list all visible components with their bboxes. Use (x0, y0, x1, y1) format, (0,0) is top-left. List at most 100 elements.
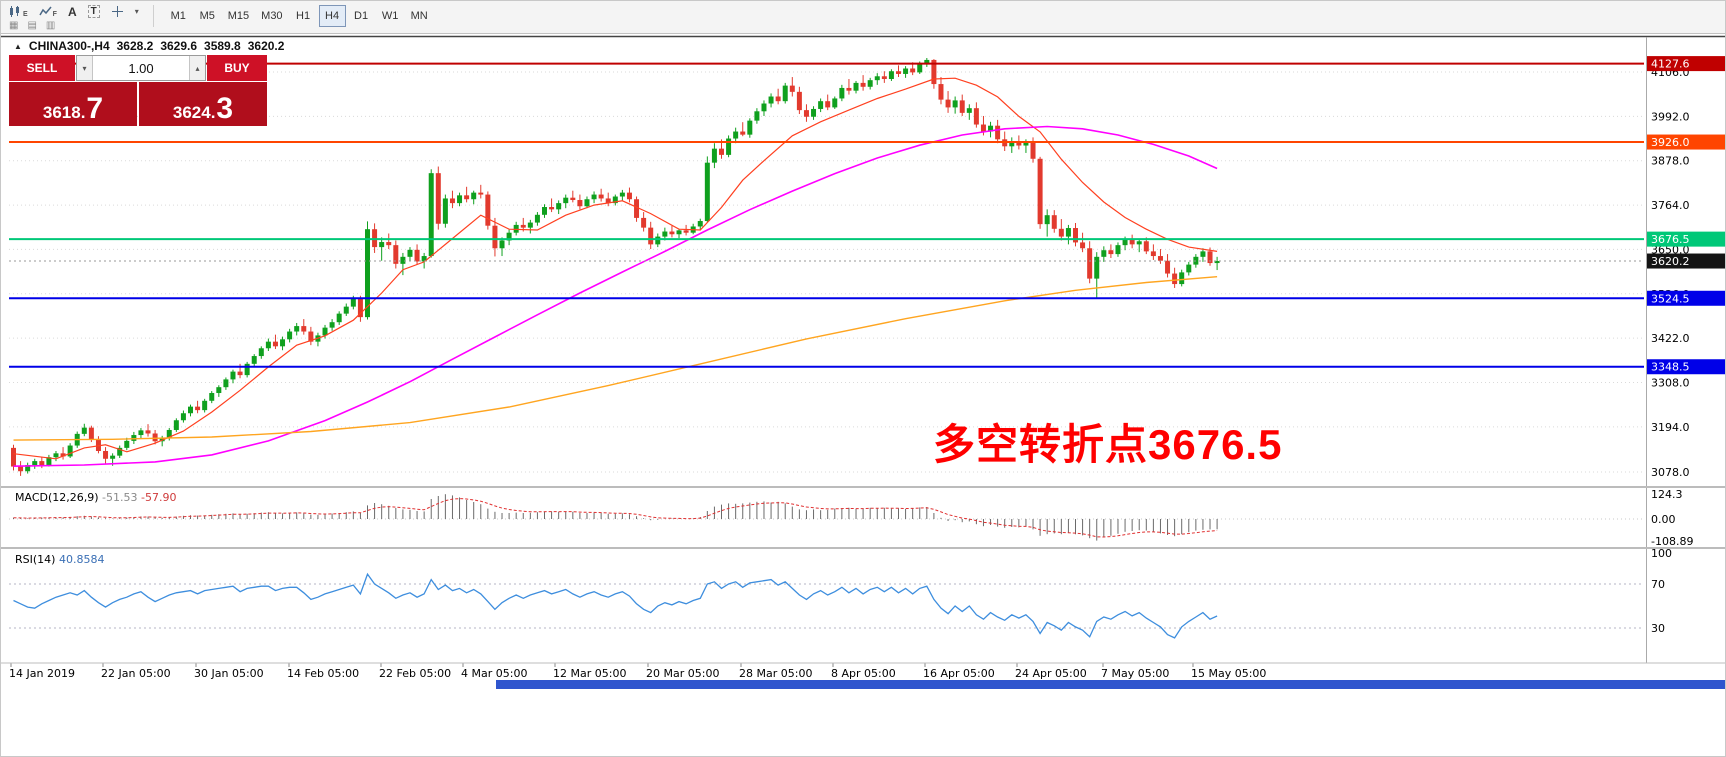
time-axis-label: 14 Feb 05:00 (287, 667, 359, 680)
timeframe-button-d1[interactable]: D1 (348, 5, 375, 27)
label-tool-icon[interactable]: T (87, 5, 100, 18)
chart-canvas[interactable]: 124.3 0.00 -108.89 MACD(12,26,9) -51.53 -57… (1, 33, 1726, 689)
price-badge (1647, 134, 1725, 150)
price-badge (1647, 253, 1725, 269)
buy-price: 3624. (172, 103, 216, 122)
price-grid (9, 71, 1644, 473)
price-axis[interactable]: 4106.03992.03878.03764.03650.03536.03422… (1647, 56, 1726, 479)
ma-slow-line (13, 276, 1218, 441)
chart-text-annotation[interactable]: 多空转折点3676.5 (933, 421, 1283, 468)
timeframe-button-w1[interactable]: W1 (377, 5, 404, 27)
price-axis-tick: 3650.0 (1651, 243, 1690, 256)
symbol-label: CHINA300-,H4 (28, 39, 110, 53)
time-axis[interactable]: 14 Jan 2019 22 Jan 05:00 30 Jan 05:00 14 Fe… (9, 663, 1266, 680)
price-badge-label: 4127.6 (1651, 58, 1690, 71)
ma-fast-line (13, 77, 1218, 460)
price-badge-label: 3620.2 (1651, 255, 1690, 268)
price-badge-label: 3926.0 (1651, 136, 1690, 149)
timeframe-button-m5[interactable]: M5 (194, 5, 221, 27)
ohlc-low: 3589.8 (204, 39, 241, 53)
one-click-collapse-icon[interactable]: ▲ (14, 41, 22, 51)
one-click-trading-panel: SELL ▾ 1.00 ▴ BUY 3618. 7 3624. 3 (9, 55, 267, 126)
rsi-axis-tick: 30 (1651, 622, 1665, 635)
ohlc-close: 3620.2 (247, 39, 285, 53)
sell-button[interactable]: SELL (9, 55, 75, 81)
rsi-panel: 100 70 30 RSI(14) 40.8584 (9, 547, 1672, 639)
time-axis-label: 14 Jan 2019 (9, 667, 75, 680)
candlestick-chart-icon[interactable]: E (9, 5, 28, 18)
icon-badge-f: F (52, 11, 57, 18)
time-axis-label: 24 Apr 05:00 (1015, 667, 1087, 680)
moving-average-lines (13, 77, 1218, 467)
time-axis-label: 28 Mar 05:00 (739, 667, 812, 680)
sell-price: 3618. (42, 103, 86, 122)
time-axis-label: 15 May 05:00 (1191, 667, 1266, 680)
buy-price-box[interactable]: 3624. 3 (139, 82, 267, 126)
time-axis-label: 22 Feb 05:00 (379, 667, 451, 680)
price-axis-tick: 3078.0 (1651, 466, 1690, 479)
buy-price-pips: 3 (216, 91, 234, 125)
price-badge (1647, 231, 1725, 247)
price-axis-tick: 3422.0 (1651, 332, 1690, 345)
time-axis-label: 4 Mar 05:00 (461, 667, 527, 680)
horizontal-level-lines[interactable] (9, 62, 1644, 368)
volume-up-icon[interactable]: ▴ (189, 56, 205, 80)
volume-down-icon[interactable]: ▾ (77, 56, 93, 80)
macd-axis-tick: 0.00 (1651, 513, 1676, 526)
macd-signal-line (13, 498, 1218, 538)
price-badge-label: 3676.5 (1651, 233, 1690, 246)
price-axis-tick: 3194.0 (1651, 421, 1690, 434)
chart-header: ▲ CHINA300-,H4 3628.2 3629.6 3589.8 3620… (14, 39, 284, 53)
macd-axis-tick: 124.3 (1651, 488, 1683, 501)
tool-dropdown-caret-icon[interactable]: ▾ (134, 7, 139, 16)
crosshair-icon[interactable] (111, 5, 124, 18)
panel-frames (1, 35, 1725, 689)
price-badge (1647, 56, 1725, 72)
rsi-axis-tick: 100 (1651, 547, 1672, 560)
timeframe-button-mn[interactable]: MN (406, 5, 433, 27)
indicators-icon[interactable]: F (39, 5, 57, 18)
toolbar: E F A T ▾ ▦ ▤ ▥ M1 M5 (1, 1, 1725, 34)
time-axis-label: 7 May 05:00 (1101, 667, 1169, 680)
macd-panel: 124.3 0.00 -108.89 MACD(12,26,9) -51.53 -57… (9, 488, 1693, 548)
timeframe-button-h4[interactable]: H4 (318, 5, 346, 27)
time-axis-label: 30 Jan 05:00 (194, 667, 264, 680)
sell-price-box[interactable]: 3618. 7 (9, 82, 137, 126)
toolbar-separator (152, 5, 154, 27)
grid-view-icon-2[interactable]: ▤ (27, 20, 37, 31)
rsi-axis-tick: 70 (1651, 578, 1665, 591)
volume-stepper[interactable]: ▾ 1.00 ▴ (76, 55, 206, 81)
text-tool-icon[interactable]: A (67, 4, 77, 19)
toolbar-icon-cluster: E F A T ▾ ▦ ▤ ▥ (1, 1, 143, 32)
price-axis-tick: 3878.0 (1651, 155, 1690, 168)
footer-highlight-bar (496, 680, 1725, 689)
price-badge (1647, 359, 1725, 375)
grid-view-icon-3[interactable]: ▥ (45, 20, 56, 31)
volume-value[interactable]: 1.00 (128, 60, 154, 76)
icon-badge-e: E (23, 11, 28, 18)
ma-mid-line (13, 125, 1218, 467)
time-axis-label: 12 Mar 05:00 (553, 667, 626, 680)
rsi-label: RSI(14) 40.8584 (15, 553, 104, 566)
price-axis-tick: 3992.0 (1651, 110, 1690, 123)
price-badge (1647, 290, 1725, 306)
grid-view-icon-1[interactable]: ▦ (9, 20, 19, 31)
timeframe-button-m15[interactable]: M15 (223, 5, 254, 27)
price-badge-label: 3524.5 (1651, 292, 1690, 305)
time-axis-label: 20 Mar 05:00 (646, 667, 719, 680)
timeframe-button-m1[interactable]: M1 (165, 5, 192, 27)
candlesticks (11, 57, 1220, 476)
price-axis-tick: 3764.0 (1651, 199, 1690, 212)
ohlc-open: 3628.2 (116, 39, 154, 53)
price-badge-label: 3348.5 (1651, 361, 1690, 374)
ohlc-high: 3629.6 (160, 39, 198, 53)
timeframe-button-h1[interactable]: H1 (290, 5, 317, 27)
timeframe-button-m30[interactable]: M30 (256, 5, 287, 27)
buy-button[interactable]: BUY (207, 55, 267, 81)
macd-label: MACD(12,26,9) -51.53 -57.90 (15, 491, 176, 504)
time-axis-label: 8 Apr 05:00 (831, 667, 896, 680)
rsi-line (13, 572, 1218, 639)
sell-price-pips: 7 (86, 91, 104, 125)
time-axis-label: 16 Apr 05:00 (923, 667, 995, 680)
